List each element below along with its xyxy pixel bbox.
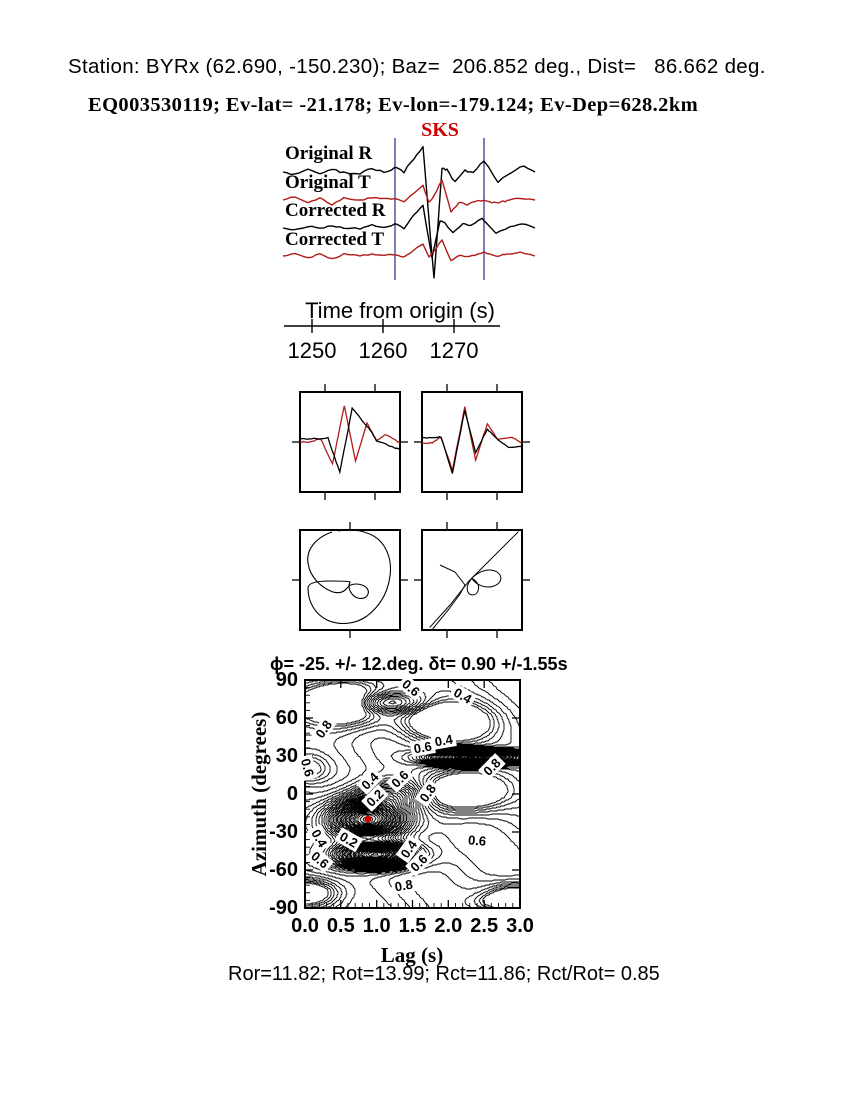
svg-text:0.6: 0.6 bbox=[298, 757, 317, 778]
svg-text:30: 30 bbox=[276, 745, 298, 767]
svg-text:0.6: 0.6 bbox=[467, 832, 486, 849]
svg-text:2.0: 2.0 bbox=[434, 915, 462, 937]
svg-text:-60: -60 bbox=[269, 859, 298, 881]
svg-text:0.8: 0.8 bbox=[394, 877, 414, 895]
svg-text:90: 90 bbox=[276, 669, 298, 691]
svg-text:0.6: 0.6 bbox=[413, 739, 433, 757]
svg-text:Azimuth (degrees): Azimuth (degrees) bbox=[247, 712, 271, 877]
svg-text:-30: -30 bbox=[269, 821, 298, 843]
svg-text:1.5: 1.5 bbox=[399, 915, 427, 937]
svg-text:0: 0 bbox=[287, 783, 298, 805]
svg-text:0.5: 0.5 bbox=[327, 915, 355, 937]
svg-text:0.0: 0.0 bbox=[291, 915, 319, 937]
svg-text:2.5: 2.5 bbox=[470, 915, 498, 937]
svg-text:60: 60 bbox=[276, 707, 298, 729]
svg-text:3.0: 3.0 bbox=[506, 915, 534, 937]
svg-text:Lag (s): Lag (s) bbox=[381, 943, 443, 967]
svg-text:1.0: 1.0 bbox=[363, 915, 391, 937]
